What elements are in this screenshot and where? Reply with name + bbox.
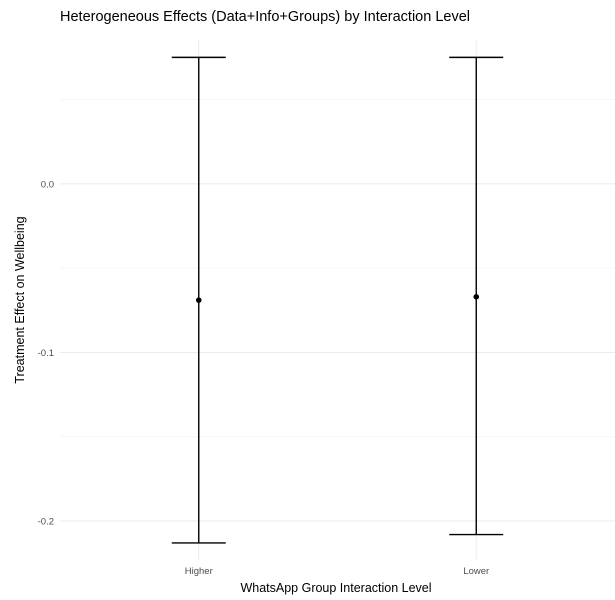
x-tick-label: Higher [185, 566, 213, 577]
error-bars [171, 56, 504, 544]
y-axis-tick-labels: 0.0 -0.1 -0.2 [38, 179, 54, 527]
y-axis-title: Treatment Effect on Wellbeing [13, 216, 27, 383]
y-tick-label: -0.2 [38, 517, 54, 528]
x-axis-tick-labels: Higher Lower [185, 566, 489, 577]
point-estimate [195, 297, 202, 303]
error-bar-lower [449, 56, 504, 536]
chart-title: Heterogeneous Effects (Data+Info+Groups)… [60, 9, 470, 25]
point-estimate [473, 293, 480, 300]
y-tick-label: -0.1 [38, 348, 54, 359]
x-tick-label: Lower [463, 566, 489, 577]
grid [60, 40, 615, 560]
error-bar-higher [171, 56, 226, 544]
y-tick-label: 0.0 [41, 179, 54, 190]
x-axis-title: WhatsApp Group Interaction Level [240, 581, 431, 595]
